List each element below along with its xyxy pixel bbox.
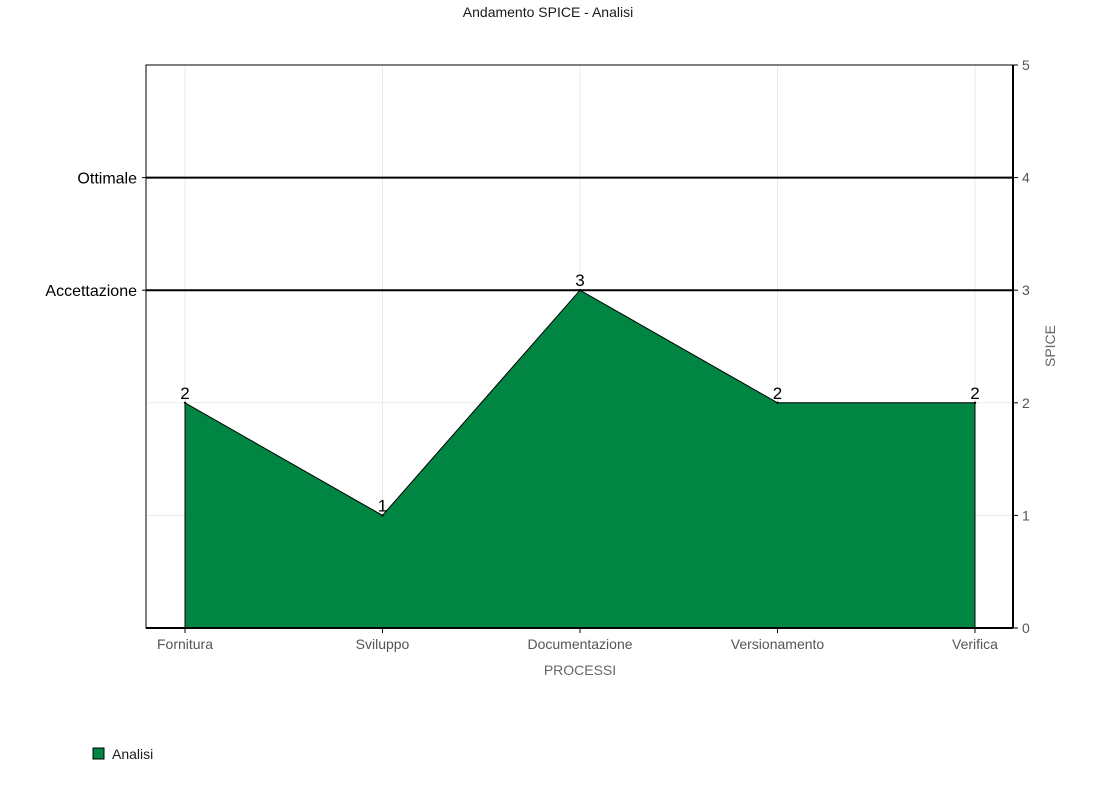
data-label: 3: [575, 271, 584, 290]
legend: Analisi: [92, 746, 153, 762]
x-axis-ticks: Fornitura Sviluppo Documentazione Versionam…: [157, 628, 998, 652]
data-point: [183, 401, 187, 404]
chart-title: Andamento SPICE - Analisi: [463, 4, 633, 20]
x-tick-label: Verifica: [952, 636, 998, 652]
data-label: 2: [970, 384, 979, 403]
x-axis-title: PROCESSI: [544, 662, 616, 678]
series-area-analisi: [184, 289, 976, 629]
data-point: [776, 401, 779, 404]
data-point: [381, 514, 384, 517]
y-axis-title: SPICE: [1042, 325, 1058, 367]
y-tick-label: 1: [1022, 507, 1030, 523]
x-tick-label: Documentazione: [527, 636, 632, 652]
y-tick-label: 4: [1022, 170, 1030, 186]
x-tick-label: Versionamento: [731, 636, 825, 652]
data-point: [973, 401, 977, 404]
y-tick-label: 2: [1022, 395, 1030, 411]
legend-swatch-analisi: [92, 747, 105, 760]
x-tick-label: Fornitura: [157, 636, 213, 652]
y-tick-label: 0: [1022, 620, 1030, 636]
reference-label-ottimale: Ottimale: [77, 171, 137, 188]
y-tick-label: 3: [1022, 282, 1030, 298]
series-area-layer: [183, 289, 977, 629]
data-label: 1: [378, 496, 387, 515]
reference-label-accettazione: Accettazione: [45, 283, 137, 300]
reference-lines: Ottimale Accettazione: [45, 171, 1013, 300]
data-label: 2: [773, 384, 782, 403]
legend-label-analisi: Analisi: [112, 746, 153, 762]
x-tick-label: Sviluppo: [356, 636, 410, 652]
data-label: 2: [180, 384, 189, 403]
y-axis-ticks: 0 1 2 3 4 5: [1013, 57, 1030, 636]
y-tick-label: 5: [1022, 57, 1030, 73]
data-labels: 2 1 3 2 2: [180, 271, 979, 515]
